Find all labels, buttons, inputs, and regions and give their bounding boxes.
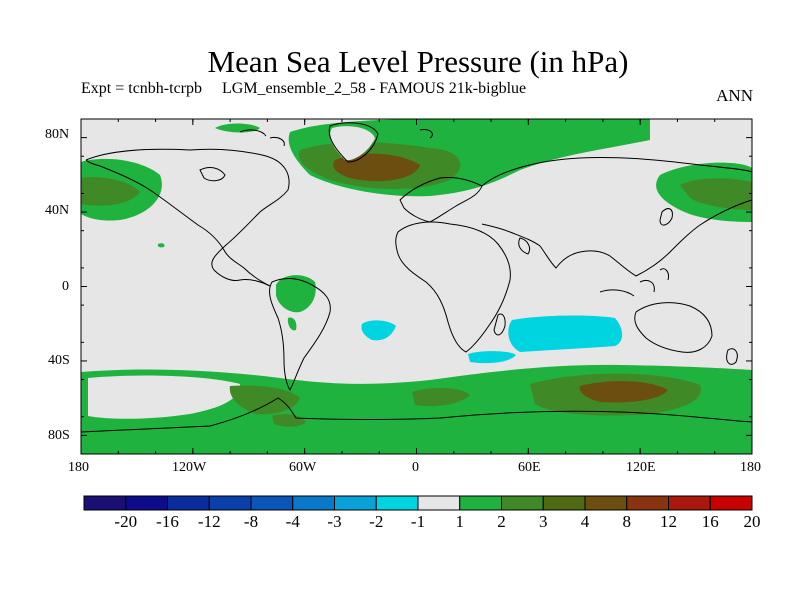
x-tick-180e: 180 (740, 460, 761, 475)
colorbar-swatch (668, 495, 711, 511)
axis-ticks (80, 118, 753, 455)
x-tick-0: 0 (412, 460, 419, 475)
coastlines (80, 122, 753, 433)
colorbar-swatch (334, 495, 377, 511)
y-tick-0: 0 (62, 279, 69, 294)
colorbar-swatch (83, 495, 127, 511)
x-tick-180w: 180 (68, 460, 89, 475)
colorbar-label: 3 (539, 512, 548, 531)
colorbar-label: -20 (114, 512, 138, 531)
colorbar-swatch (709, 495, 753, 511)
colorbar-label: -3 (327, 512, 342, 531)
colorbar-label: 1 (455, 512, 465, 531)
x-tick-60e: 60E (518, 460, 541, 475)
colorbar-label: -16 (156, 512, 179, 531)
season-label: ANN (716, 86, 753, 105)
colorbar-swatch (167, 495, 210, 511)
colorbar-swatch (626, 495, 669, 511)
colorbar-swatch (375, 495, 419, 511)
colorbar-swatch (417, 495, 461, 511)
colorbar-label: -12 (197, 512, 221, 531)
colorbar-swatch (584, 495, 628, 511)
y-tick-80s: 80S (48, 428, 70, 443)
colorbar-swatch (459, 495, 502, 511)
x-tick-120e: 120E (626, 460, 656, 475)
north-positive-anomaly (81, 118, 752, 248)
colorbar-label: 16 (701, 512, 719, 531)
colorbar-swatch (292, 495, 335, 511)
colorbar-swatch (250, 495, 294, 511)
y-tick-40s: 40S (48, 353, 70, 368)
colorbar-label: -8 (243, 512, 259, 531)
colorbar-label: -1 (410, 512, 426, 531)
colorbar-label: -2 (369, 512, 384, 531)
colorbar-swatch (125, 495, 168, 511)
y-tick-40n: 40N (45, 203, 70, 218)
colorbar-label: 2 (497, 512, 506, 531)
y-tick-80n: 80N (45, 127, 70, 142)
experiment-subtitle: Expt = tcnbh-tcrpb LGM_ensemble_2_58 - F… (81, 80, 527, 97)
x-tick-60w: 60W (289, 460, 317, 475)
colorbar-label: 4 (580, 512, 590, 531)
colorbar-label: 8 (622, 512, 632, 531)
colorbar-label: 12 (660, 512, 677, 531)
colorbar-label: 20 (743, 512, 761, 531)
negative-anomaly-regions (361, 315, 623, 364)
colorbar-swatch (501, 495, 544, 511)
colorbar-swatch (208, 495, 252, 511)
colorbar-swatch (542, 495, 586, 511)
colorbar-label: -4 (285, 512, 300, 531)
south-america-positive-anomaly (276, 275, 316, 331)
chart-title: Mean Sea Level Pressure (in hPa) (207, 44, 629, 79)
x-tick-120w: 120W (172, 460, 207, 475)
southern-ocean-positive-anomaly (81, 364, 752, 454)
